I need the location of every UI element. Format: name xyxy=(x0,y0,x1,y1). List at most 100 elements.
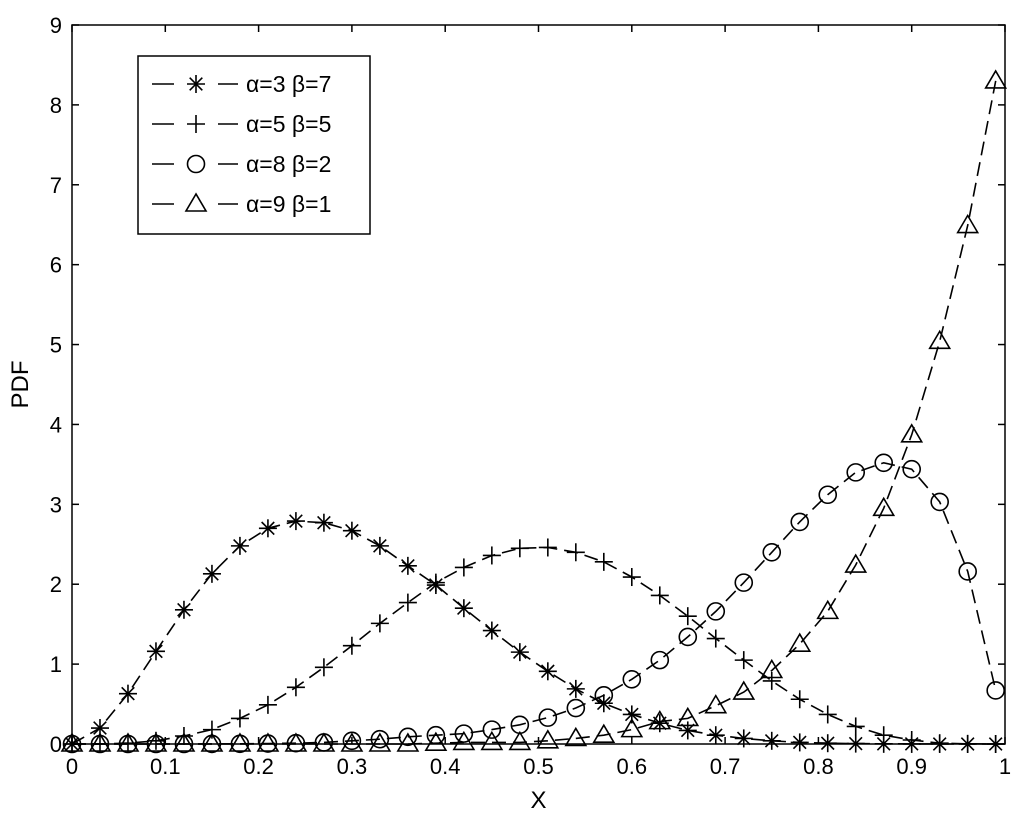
x-tick-label: 0.4 xyxy=(430,754,461,779)
data-point xyxy=(930,734,949,753)
data-point xyxy=(90,719,109,738)
ticks: 0 0.1 0.2 0.3 0.4 0.5 0.6 0.7 0.8 0.9 1 0 1 2 3 4 5 6 7 8 9 xyxy=(50,13,1011,779)
data-point xyxy=(650,586,669,605)
series-layer xyxy=(60,69,1008,754)
data-point xyxy=(342,731,362,751)
data-point xyxy=(874,726,893,745)
legend-box xyxy=(137,55,371,235)
data-point xyxy=(622,705,641,724)
data-point xyxy=(144,732,168,752)
legend: α=3 β=7 α=5 β=5 α=8 β=2 α=9 β=1 xyxy=(137,55,371,235)
data-point xyxy=(398,556,417,575)
x-tick-label: 0.2 xyxy=(243,754,274,779)
y-tick-label: 8 xyxy=(50,93,62,118)
data-point xyxy=(538,538,557,557)
x-tick-label: 0.1 xyxy=(150,754,181,779)
data-point xyxy=(564,726,588,747)
data-point xyxy=(818,485,838,505)
data-point xyxy=(258,519,277,538)
legend-item: α=8 β=2 xyxy=(152,151,331,177)
data-point xyxy=(146,642,165,661)
data-point xyxy=(760,658,784,679)
data-point xyxy=(706,629,725,648)
data-point xyxy=(482,720,502,739)
y-tick-label: 5 xyxy=(50,333,62,358)
series-line xyxy=(71,546,996,745)
data-point xyxy=(846,717,865,736)
y-axis-label: PDF xyxy=(7,361,34,409)
data-point xyxy=(200,732,224,752)
data-point xyxy=(454,558,473,577)
y-tick-label: 9 xyxy=(50,13,62,38)
data-point xyxy=(706,602,726,621)
x-tick-label: 0 xyxy=(66,754,78,779)
data-point xyxy=(790,733,809,752)
series-triangle xyxy=(60,69,1008,752)
data-point xyxy=(650,650,670,670)
data-point xyxy=(734,573,754,592)
data-point xyxy=(566,698,586,718)
data-point xyxy=(370,614,389,633)
data-point xyxy=(902,459,922,479)
data-point xyxy=(958,562,977,581)
data-point xyxy=(678,627,698,647)
data-point xyxy=(424,731,448,752)
data-point xyxy=(900,423,924,443)
x-tick-label: 1 xyxy=(999,754,1011,779)
data-point xyxy=(762,731,781,750)
data-point xyxy=(594,552,613,571)
x-tick-label: 0.3 xyxy=(337,754,368,779)
data-point xyxy=(816,599,840,620)
data-point xyxy=(480,730,504,751)
data-point xyxy=(928,329,952,350)
data-point xyxy=(956,213,980,234)
data-point xyxy=(704,694,728,714)
data-point xyxy=(370,729,390,749)
series-line xyxy=(71,520,996,745)
legend-label: α=5 β=5 xyxy=(246,111,331,137)
legend-label: α=3 β=7 xyxy=(246,71,331,97)
data-point xyxy=(342,636,361,655)
data-point xyxy=(930,492,949,512)
data-point xyxy=(202,564,221,583)
data-point xyxy=(648,710,672,730)
data-point xyxy=(734,651,753,670)
y-tick-label: 2 xyxy=(50,572,62,597)
data-point xyxy=(788,632,812,652)
y-tick-label: 3 xyxy=(50,492,62,517)
data-point xyxy=(872,496,896,517)
y-tick-label: 6 xyxy=(50,253,62,278)
legend-marker xyxy=(184,192,208,212)
data-point xyxy=(452,730,476,751)
series-plus xyxy=(63,538,1005,753)
data-point xyxy=(118,684,137,703)
data-point xyxy=(286,512,305,531)
data-point xyxy=(368,732,392,752)
data-point xyxy=(340,732,364,752)
data-point xyxy=(426,573,445,592)
data-point xyxy=(284,732,308,752)
data-point xyxy=(620,718,644,738)
legend-item: α=5 β=5 xyxy=(152,111,331,137)
data-point xyxy=(818,734,837,753)
data-point xyxy=(312,732,336,752)
data-point xyxy=(846,463,866,482)
data-point xyxy=(762,542,782,562)
data-point xyxy=(678,607,697,626)
data-point xyxy=(286,678,305,697)
data-point xyxy=(258,695,277,714)
data-point xyxy=(256,732,280,752)
data-point xyxy=(538,708,558,727)
data-point xyxy=(732,680,756,700)
data-point xyxy=(342,521,361,540)
data-point xyxy=(454,599,473,618)
data-point xyxy=(734,729,753,748)
data-point xyxy=(594,685,614,705)
data-point xyxy=(314,513,333,532)
data-point xyxy=(762,671,781,690)
data-point xyxy=(174,600,193,619)
y-tick-label: 0 xyxy=(50,732,62,757)
data-point xyxy=(622,568,641,587)
legend-item: α=9 β=1 xyxy=(152,191,331,217)
